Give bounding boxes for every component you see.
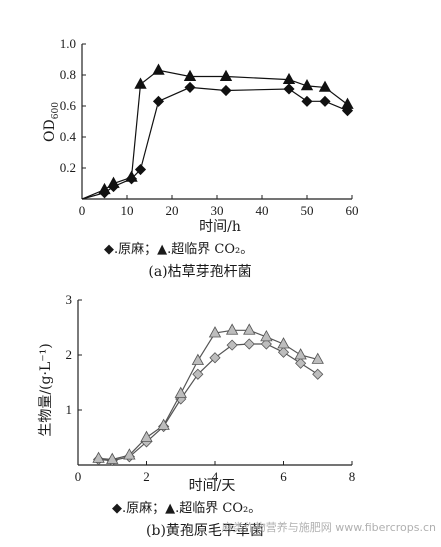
a-x-tick-label: 20 xyxy=(166,203,179,218)
a-point-diamond xyxy=(134,163,147,176)
a-x-tick-label: 30 xyxy=(211,203,224,218)
b-point-triangle xyxy=(174,386,187,398)
b-x-tick-label: 6 xyxy=(280,469,287,484)
chart-a-legend: ◆.原麻；▲.超临界 CO₂。 xyxy=(104,242,253,257)
a-point-triangle xyxy=(183,69,197,81)
chart-a-x-axis-label: 时间/h xyxy=(199,219,241,235)
b-point-triangle xyxy=(225,323,239,335)
a-y-tick-label: 0.4 xyxy=(60,129,77,144)
b-point-diamond xyxy=(277,346,290,358)
b-point-triangle xyxy=(157,418,170,430)
b-y-tick-label: 2 xyxy=(66,347,73,362)
a-point-triangle xyxy=(107,176,120,188)
a-point-diamond xyxy=(184,81,196,93)
chart-a-legend-text: ◆.原麻；▲.超临界 CO₂。 xyxy=(104,242,253,257)
a-point-diamond xyxy=(301,95,313,107)
a-x-tick-label: 10 xyxy=(121,203,134,218)
b-y-tick-label: 3 xyxy=(66,292,73,307)
b-point-triangle xyxy=(311,352,324,364)
a-point-triangle xyxy=(341,97,354,109)
chart-a-y-axis-label: OD600 xyxy=(42,102,61,142)
a-point-triangle xyxy=(125,170,138,182)
a-point-diamond xyxy=(319,95,331,107)
a-point-diamond xyxy=(220,84,232,97)
chart-a-y-label-main: OD xyxy=(42,119,58,142)
b-x-tick-label: 4 xyxy=(212,469,219,484)
b-point-triangle xyxy=(243,323,256,335)
a-x-tick-label: 50 xyxy=(301,203,314,218)
chart-b-caption: (b)黄孢原毛平革菌 xyxy=(146,522,264,539)
b-point-diamond xyxy=(260,338,272,350)
chart-b-ticks: 0 2 4 6 8 1 2 3 xyxy=(66,292,356,484)
a-point-diamond xyxy=(152,95,165,107)
b-y-tick-label: 1 xyxy=(66,402,73,417)
b-point-triangle xyxy=(140,430,153,442)
chart-a-axes xyxy=(81,44,352,200)
chart-b-axes xyxy=(77,300,352,466)
a-point-triangle xyxy=(134,77,147,89)
a-point-diamond xyxy=(283,83,295,95)
chart-b-y-axis-label: 生物量/(g·L⁻¹) xyxy=(38,343,54,436)
chart-b-x-axis-label: 时间/天 xyxy=(189,478,236,494)
a-point-triangle xyxy=(219,69,233,81)
b-point-triangle xyxy=(277,337,290,349)
a-y-tick-label: 1.0 xyxy=(60,36,76,51)
b-point-triangle xyxy=(294,348,307,360)
a-point-triangle xyxy=(98,182,111,195)
chart-b-series xyxy=(92,323,324,467)
a-x-tick-label: 60 xyxy=(346,203,359,218)
a-y-tick-label: 0.2 xyxy=(60,160,76,175)
b-point-triangle xyxy=(123,448,136,460)
b-series-diamond-line xyxy=(98,343,319,462)
b-x-tick-label: 0 xyxy=(75,469,82,484)
b-point-diamond xyxy=(295,357,307,369)
chart-a-od600: 0 10 20 30 40 50 600.20.40.60.81.0 OD600 时间/h … xyxy=(42,36,359,280)
chart-a-series xyxy=(81,63,354,200)
watermark-text: 麻类作物营养与施肥网 www.fibercrops.cn xyxy=(222,520,436,534)
chart-a-y-label-sub: 600 xyxy=(51,102,61,119)
chart-a-caption: (a)枯草芽孢杆菌 xyxy=(148,264,251,280)
b-point-triangle xyxy=(106,452,119,464)
b-point-diamond xyxy=(209,352,221,364)
a-x-tick-label: 0 xyxy=(79,203,86,218)
b-point-diamond xyxy=(192,368,204,380)
chart-b-legend: ◆.原麻；▲.超临界 CO₂。 xyxy=(112,501,261,516)
a-point-triangle xyxy=(300,79,314,91)
b-point-diamond xyxy=(226,339,238,351)
b-point-diamond xyxy=(243,338,255,350)
chart-b-legend-text: ◆.原麻；▲.超临界 CO₂。 xyxy=(112,501,261,516)
a-x-tick-label: 40 xyxy=(256,203,269,218)
chart-a-ticks: 0 10 20 30 40 50 60 0.2 0.4 0.6 0.8 1.0 xyxy=(60,36,359,218)
a-point-triangle xyxy=(282,72,296,85)
b-x-tick-label: 2 xyxy=(143,469,150,484)
b-point-triangle xyxy=(208,326,222,338)
b-point-diamond xyxy=(312,368,324,380)
b-point-triangle xyxy=(92,451,105,463)
b-x-tick-label: 8 xyxy=(349,469,356,484)
a-point-triangle xyxy=(318,80,332,92)
b-point-triangle xyxy=(191,353,205,365)
chart-b-biomass: 0 2 4 6 8 1 2 3 生物量/(g·L⁻¹) 时间/天 ◆.原麻；▲.超临界 CO₂… xyxy=(38,292,355,539)
a-point-triangle xyxy=(152,63,165,75)
a-y-tick-label: 0.6 xyxy=(60,98,77,113)
b-point-triangle xyxy=(260,330,273,342)
a-y-tick-label: 0.8 xyxy=(60,67,76,82)
